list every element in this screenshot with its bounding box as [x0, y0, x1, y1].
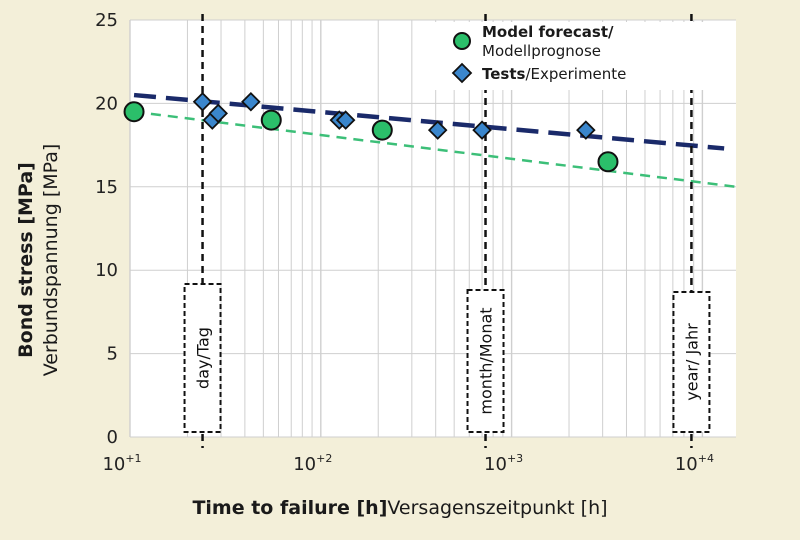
annotation-label-group: year/ Jahr [682, 323, 701, 401]
test-point [472, 120, 492, 140]
legend-tests-marker [451, 62, 473, 84]
y-tick-label: 20 [95, 93, 118, 114]
test-point [192, 91, 213, 112]
test-point [427, 120, 448, 140]
y-tick-label: 15 [95, 177, 118, 198]
test-point [576, 120, 596, 140]
y-tick-label: 10 [95, 260, 118, 281]
tick-labels: 0 5 10 15 20 25 10+1 10+2 10+3 10+4 [95, 10, 714, 475]
annotation-label-group: day/Tag [194, 327, 213, 389]
legend-model-label-bold: Model forecast/ [482, 23, 614, 41]
x-tick-label: 10+4 [675, 452, 714, 475]
annotation-label: year/ Jahr [682, 323, 701, 401]
x-axis-label: Time to failure [h]Versagenszeitpunkt [h… [192, 497, 607, 519]
y-axis-label: Bond stress [MPa] Verbundspannung [MPa] [15, 144, 62, 377]
model-forecast-point [371, 119, 393, 141]
annotation-label: day/Tag [194, 327, 213, 389]
model-forecast-point [597, 151, 619, 173]
annotation-label-group: month/Monat [477, 307, 496, 414]
legend-tests-label-normal: /Experimente [525, 65, 626, 83]
legend-tests-label: Tests/Experimente [482, 65, 626, 83]
annotations: day/Tag month/Monat year/ Jahr [183, 14, 711, 448]
y-axis-label-bold: Bond stress [MPa] [15, 162, 37, 358]
annotation-box [183, 283, 222, 433]
test-point [335, 110, 356, 130]
x-tick-label: 10+3 [484, 452, 523, 475]
legend-tests-label-bold: Tests [482, 65, 526, 83]
y-tick-label: 0 [107, 427, 118, 448]
y-axis-label-normal: Verbundspannung [MPa] [40, 144, 62, 377]
annotation-label: month/Monat [477, 307, 496, 414]
legend-box [428, 22, 720, 90]
y-tick-label: 5 [107, 344, 118, 365]
x-axis-label-bold: Time to failure [h] [192, 497, 387, 519]
test-point [241, 91, 261, 112]
y-tick-label: 25 [95, 10, 118, 31]
trend-lines [133, 92, 737, 189]
annotation-box [672, 291, 711, 433]
legend: Model forecast/ Modellprognose Tests/Exp… [428, 22, 720, 90]
legend-model-marker [453, 32, 471, 50]
legend-model-label: Model forecast/ Modellprognose [482, 23, 618, 60]
x-tick-label: 10+1 [102, 452, 141, 475]
annotation-box [466, 289, 505, 433]
data-points [123, 91, 619, 173]
model-forecast-point [260, 109, 282, 131]
test-point [208, 103, 228, 124]
x-tick-label: 10+2 [293, 452, 332, 475]
legend-model-label-normal: Modellprognose [482, 42, 601, 60]
x-axis-label-normal: Versagenszeitpunkt [h] [387, 497, 607, 519]
model-forecast-point [123, 101, 145, 123]
tests-trend-line [133, 92, 725, 151]
